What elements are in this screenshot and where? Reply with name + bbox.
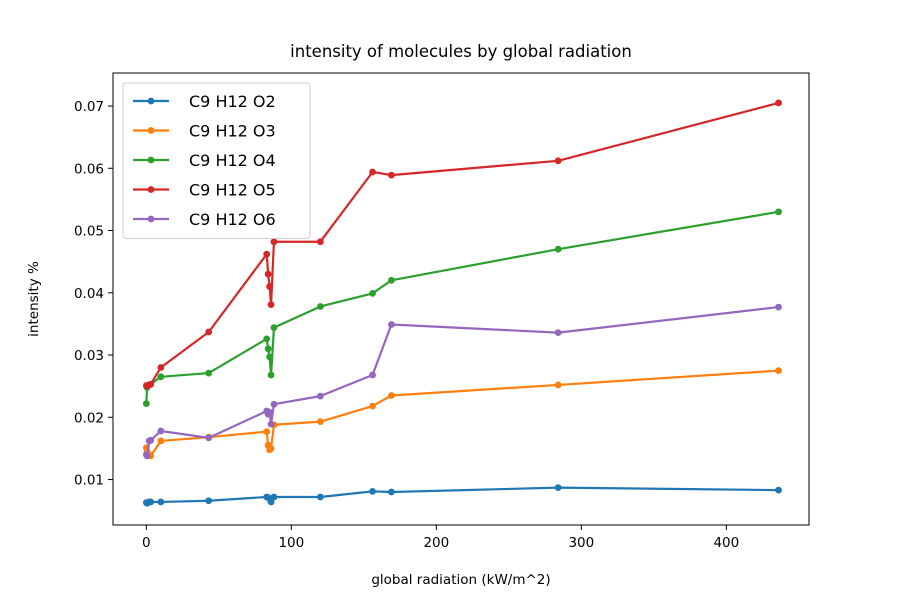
chart-title: intensity of molecules by global radiati… bbox=[290, 42, 632, 61]
legend-label-2: C9 H12 O4 bbox=[189, 151, 276, 170]
data-point-4-8 bbox=[266, 408, 273, 416]
data-point-0-11 bbox=[316, 493, 324, 501]
data-point-4-14 bbox=[554, 329, 562, 337]
data-point-3-5 bbox=[205, 328, 213, 336]
data-point-4-12 bbox=[369, 371, 376, 379]
y-tick-label: 0.01 bbox=[74, 473, 104, 489]
x-tick-label: 200 bbox=[423, 535, 449, 551]
legend-label-1: C9 H12 O3 bbox=[189, 122, 276, 141]
data-point-3-15 bbox=[775, 99, 782, 107]
legend-marker-2 bbox=[147, 156, 155, 164]
data-point-4-13 bbox=[388, 321, 395, 328]
data-point-4-3 bbox=[147, 436, 155, 444]
legend: C9 H12 O2 C9 H12 O3 C9 H12 O4 C9 H12 O5 C9 H… bbox=[122, 82, 311, 239]
data-point-2-13 bbox=[388, 276, 395, 284]
legend-marker-0 bbox=[147, 97, 155, 105]
data-point-0-3 bbox=[147, 498, 155, 506]
data-point-0-13 bbox=[388, 488, 395, 496]
data-point-2-7 bbox=[264, 345, 272, 353]
data-point-2-11 bbox=[316, 303, 324, 310]
y-tick-label: 0.03 bbox=[74, 348, 104, 364]
data-point-1-11 bbox=[316, 418, 324, 426]
data-point-3-4 bbox=[157, 364, 165, 371]
x-tick-label: 100 bbox=[278, 535, 304, 551]
data-point-3-14 bbox=[554, 157, 562, 165]
x-tick-label: 0 bbox=[142, 535, 151, 551]
legend-marker-3 bbox=[147, 186, 155, 193]
data-point-3-10 bbox=[270, 238, 278, 246]
legend-label-3: C9 H12 O5 bbox=[189, 181, 276, 200]
data-point-4-10 bbox=[270, 400, 278, 408]
legend-box bbox=[122, 82, 311, 239]
data-point-0-15 bbox=[775, 486, 782, 494]
data-point-2-12 bbox=[369, 290, 376, 297]
data-point-3-11 bbox=[316, 238, 324, 246]
data-point-3-9 bbox=[267, 301, 275, 308]
data-point-2-8 bbox=[266, 353, 273, 361]
data-point-3-12 bbox=[369, 168, 376, 176]
data-point-2-10 bbox=[270, 324, 278, 332]
data-point-1-9 bbox=[267, 445, 275, 452]
legend-label-4: C9 H12 O6 bbox=[189, 210, 276, 229]
y-tick-label: 0.07 bbox=[74, 99, 104, 115]
data-point-4-15 bbox=[775, 303, 782, 311]
y-tick-label: 0.06 bbox=[74, 161, 104, 177]
data-point-3-7 bbox=[264, 270, 272, 278]
data-point-2-9 bbox=[267, 371, 275, 379]
data-point-2-0 bbox=[142, 400, 150, 407]
data-point-0-5 bbox=[205, 497, 213, 505]
data-point-4-1 bbox=[143, 452, 151, 460]
data-point-1-13 bbox=[388, 392, 395, 399]
data-point-2-5 bbox=[205, 369, 213, 377]
data-point-2-4 bbox=[157, 373, 165, 381]
data-point-2-15 bbox=[775, 208, 782, 216]
data-point-2-6 bbox=[263, 335, 271, 343]
data-point-4-4 bbox=[157, 427, 165, 435]
data-point-0-10 bbox=[270, 493, 278, 501]
data-point-4-11 bbox=[316, 392, 324, 400]
data-point-3-3 bbox=[147, 380, 155, 388]
y-axis-label: intensity % bbox=[26, 261, 42, 337]
x-tick-label: 300 bbox=[568, 535, 594, 551]
axes-frame bbox=[112, 72, 810, 526]
data-point-4-5 bbox=[205, 434, 213, 442]
y-tick-label: 0.04 bbox=[74, 286, 104, 302]
data-point-3-13 bbox=[388, 171, 395, 179]
data-point-0-14 bbox=[554, 484, 562, 492]
data-point-3-8 bbox=[266, 283, 273, 290]
data-point-4-9 bbox=[267, 420, 275, 428]
data-point-1-14 bbox=[554, 381, 562, 389]
legend-marker-4 bbox=[147, 215, 155, 223]
legend-label-0: C9 H12 O2 bbox=[189, 92, 276, 111]
data-point-0-12 bbox=[369, 487, 376, 495]
x-tick-label: 400 bbox=[713, 535, 739, 551]
plot-area: 0 100 200 300 400 0.01 0.02 0.03 0.04 0.05 0.06 0.0… bbox=[74, 72, 810, 551]
y-tick-label: 0.02 bbox=[74, 410, 104, 426]
y-tick-label: 0.05 bbox=[74, 224, 104, 240]
data-point-1-12 bbox=[369, 402, 376, 410]
x-axis-label: global radiation (kW/m^2) bbox=[371, 572, 550, 588]
data-point-1-4 bbox=[157, 437, 165, 445]
data-point-2-14 bbox=[554, 245, 562, 253]
data-point-3-6 bbox=[263, 250, 271, 258]
data-point-0-9 bbox=[267, 498, 275, 506]
legend-marker-1 bbox=[147, 127, 155, 134]
data-point-1-15 bbox=[775, 367, 782, 374]
data-point-1-6 bbox=[263, 428, 271, 436]
data-point-0-4 bbox=[157, 498, 165, 506]
